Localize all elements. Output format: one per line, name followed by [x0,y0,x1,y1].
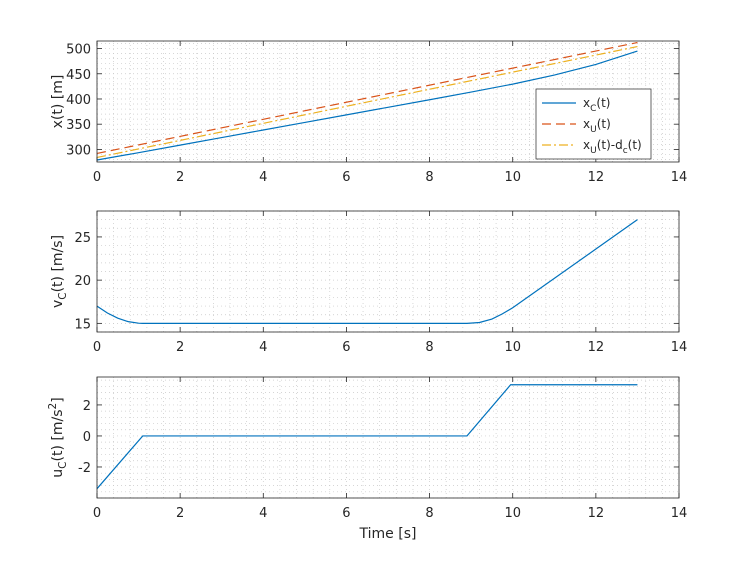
x-tick-label: 10 [504,340,521,355]
y-tick-label: 2 [83,399,91,414]
minor-grid [96,210,680,333]
x-tick-label: 8 [425,506,433,521]
y-tick-label: 450 [66,68,91,83]
axes-box [96,376,680,499]
y-tick-label: 300 [66,143,91,158]
legend-box [535,88,652,160]
x-tick-label: 14 [671,170,688,185]
x-tick-label: 8 [425,170,433,185]
y-axis-label: uC(t) [m/s2] [47,397,69,477]
series-line-1 [96,50,638,161]
x-tick-label: 2 [176,340,184,355]
x-tick-label: 2 [176,506,184,521]
axes-box [96,40,680,163]
y-tick-label: 400 [66,93,91,108]
x-tick-label: 12 [588,170,605,185]
x-tick-label: 14 [671,506,688,521]
series-line-1 [96,219,638,324]
plot-area [97,211,679,332]
x-tick-label: 0 [93,340,101,355]
y-tick-label: 0 [83,430,91,445]
y-tick-label: 15 [74,317,91,332]
legend-label-1: xC(t) [583,96,610,114]
y-axis-label: vC(t) [m/s] [50,235,69,308]
x-tick-label: 8 [425,340,433,355]
x-tick-label: 6 [342,340,350,355]
x-tick-label: 4 [259,340,267,355]
y-tick-label: -2 [78,461,91,476]
x-tick-label: 6 [342,170,350,185]
x-tick-label: 10 [504,170,521,185]
x-tick-label: 6 [342,506,350,521]
x-tick-label: 0 [93,170,101,185]
plot-area [97,377,679,498]
legend: xC(t) xU(t) xU(t)-dc(t) [535,88,652,160]
series-line-2 [96,41,638,155]
chart-panel-2: 0 2 4 6 8 10 12 14 15 20 25 vC(t) [m/s] [50,210,688,355]
y-tick-label: 350 [66,118,91,133]
chart-panel-3: 0 2 4 6 8 10 12 14 -2 0 2 uC(t) [m/s2] Time [s] [47,376,688,542]
x-tick-label: 0 [93,506,101,521]
x-tick-label: 2 [176,170,184,185]
x-tick-label: 14 [671,340,688,355]
legend-label-3: xU(t)-dc(t) [583,138,642,156]
series-line-1 [96,384,638,490]
y-tick-label: 25 [74,231,91,246]
minor-grid [96,377,680,499]
series-line-3 [96,45,638,159]
y-tick-label: 20 [74,274,91,289]
x-tick-label: 4 [259,170,267,185]
x-tick-label: 10 [504,506,521,521]
y-tick-label: 500 [66,43,91,58]
axes-box [96,210,680,333]
x-tick-label: 4 [259,506,267,521]
x-tick-label: 12 [588,506,605,521]
y-axis-label: x(t) [m] [50,75,66,129]
x-axis-label: Time [s] [359,526,417,542]
x-tick-label: 12 [588,340,605,355]
legend-label-2: xU(t) [583,117,611,135]
